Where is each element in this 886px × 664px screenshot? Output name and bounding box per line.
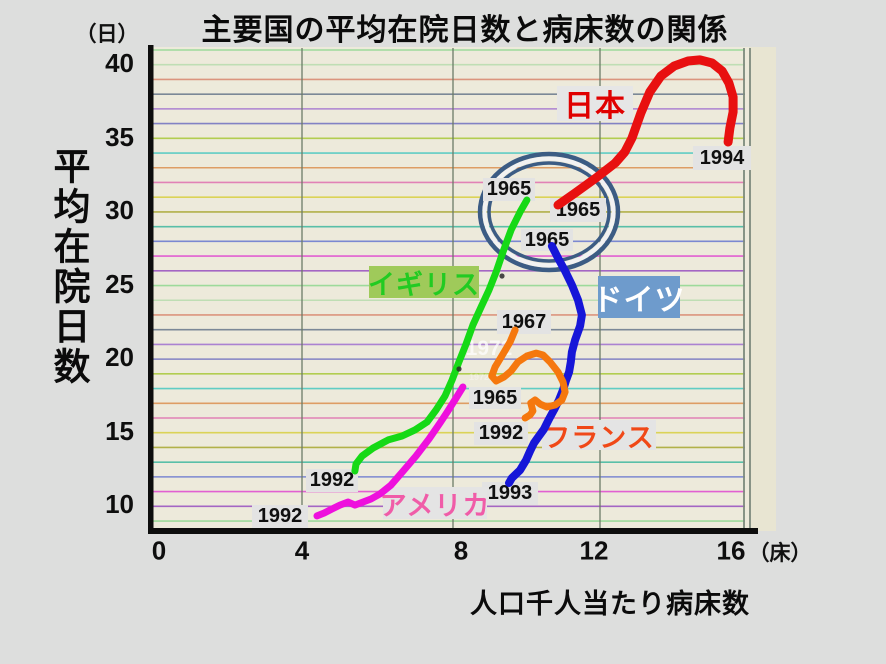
y-tick-20: 20 bbox=[105, 342, 134, 372]
y-tick-10: 10 bbox=[105, 489, 134, 519]
x-axis-line bbox=[148, 528, 758, 534]
x-axis-title: 人口千人当たり病床数 bbox=[470, 589, 750, 619]
year-label: 1992 bbox=[252, 504, 308, 528]
highlight-circle-outer bbox=[477, 151, 621, 273]
y-tick-35: 35 bbox=[105, 121, 134, 152]
y-tick-15: 15 bbox=[105, 415, 134, 446]
y-axis-line bbox=[148, 45, 154, 534]
page-title: 主要国の平均在院日数と病床数の関係 bbox=[201, 14, 729, 47]
scan-dot bbox=[499, 273, 505, 279]
year-label: 1994 bbox=[693, 146, 751, 170]
y-axis-title: 平均在院日数 bbox=[48, 147, 89, 387]
y-tick-30: 30 bbox=[105, 195, 134, 225]
year-label: 1993 bbox=[482, 481, 538, 505]
series-line-usa bbox=[313, 383, 467, 520]
country-label-france: フランス bbox=[542, 420, 656, 453]
year-label: 1992 bbox=[474, 421, 528, 445]
y-axis-unit: （日） bbox=[75, 23, 139, 46]
year-label: 1965 bbox=[469, 387, 521, 409]
y-tick-40: 40 bbox=[105, 48, 134, 78]
ghost-year-label: 1972 bbox=[469, 372, 489, 382]
x-axis-unit: （床） bbox=[748, 542, 812, 565]
x-tick-16: 16 bbox=[716, 535, 746, 566]
x-tick-8: 8 bbox=[453, 535, 469, 566]
year-label: 1967 bbox=[497, 310, 551, 334]
scan-paper-margin bbox=[749, 47, 776, 531]
series-line-japan bbox=[553, 55, 738, 210]
x-tick-0: 0 bbox=[151, 535, 167, 566]
x-tick-12: 12 bbox=[579, 535, 609, 566]
series-line-france bbox=[488, 326, 569, 422]
year-label: 1992 bbox=[306, 468, 358, 492]
series-line-uk bbox=[351, 196, 531, 475]
country-label-uk: イギリス bbox=[368, 266, 479, 300]
highlight-circle-gap bbox=[482, 156, 616, 268]
country-label-usa: アメリカ bbox=[380, 487, 489, 521]
year-label: 1965 bbox=[483, 177, 535, 201]
country-label-japan: 日本 bbox=[557, 85, 633, 123]
x-tick-4: 4 bbox=[294, 535, 310, 566]
highlight-circle-inner bbox=[487, 161, 611, 263]
y-tick-25: 25 bbox=[105, 268, 134, 299]
year-label: 1965 bbox=[521, 229, 573, 251]
country-label-germany: ドイツ bbox=[593, 276, 685, 318]
scan-dot bbox=[456, 366, 462, 372]
